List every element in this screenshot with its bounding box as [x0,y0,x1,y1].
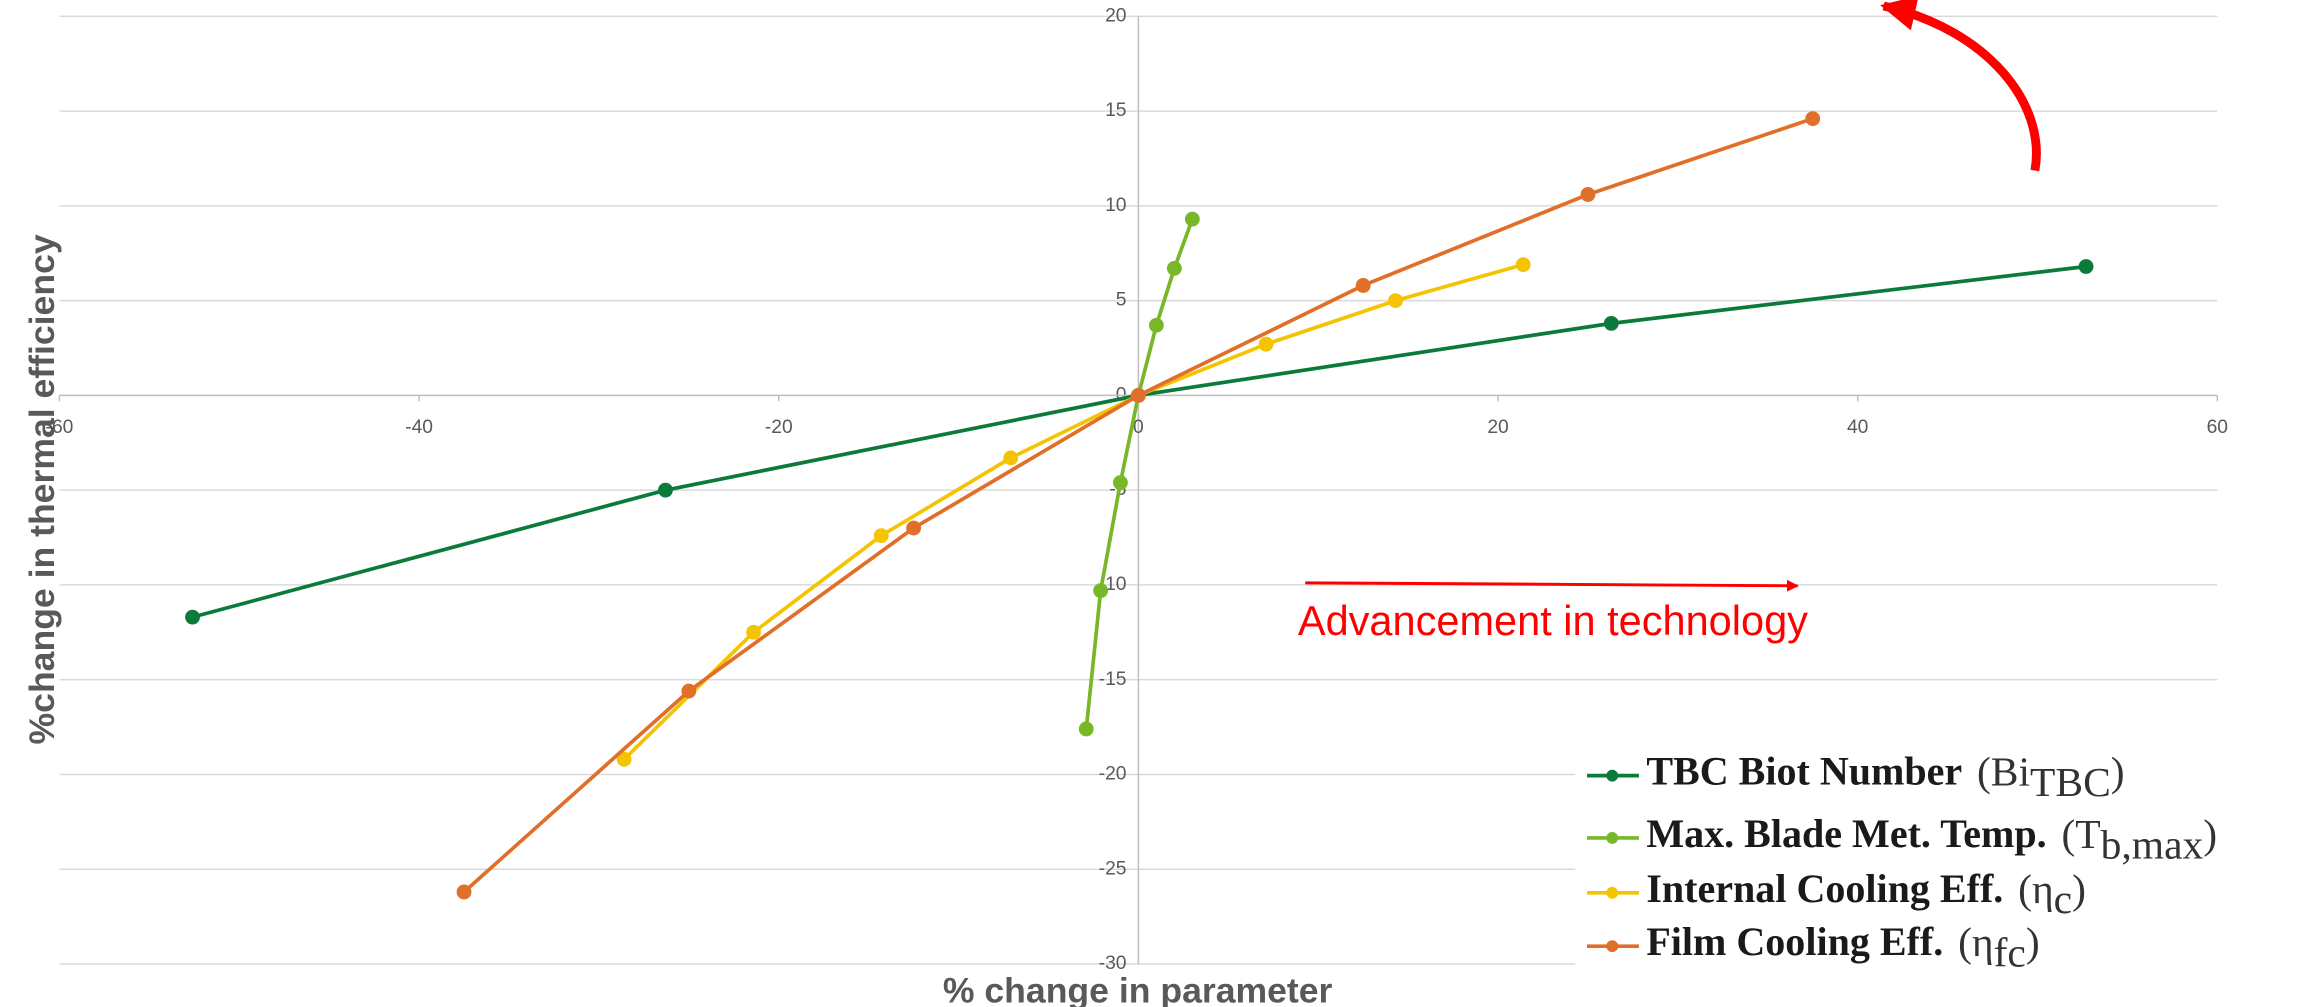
legend-marker [1606,940,1619,953]
legend-symbol: (η [1958,919,1994,966]
legend-symbol: ) [2111,748,2125,795]
series-line [192,264,2087,619]
x-tick-label: 60 [2207,417,2228,438]
data-point [1388,293,1403,309]
legend-symbol: ) [2203,810,2217,857]
x-tick-label: 0 [1133,417,1144,438]
legend-symbol: (T [2061,810,2100,857]
y-tick-label: 5 [1116,290,1127,311]
y-tick-label: -15 [1099,669,1127,690]
data-point [1805,111,1821,127]
data-point [1093,583,1109,599]
data-point [1130,387,1146,403]
y-tick-label: 10 [1105,195,1126,216]
data-point [2078,259,2094,274]
legend-name: Film Cooling Eff. [1646,919,1943,964]
legend-label: Internal Cooling Eff. (ηc) [1646,865,2086,921]
legend-marker [1606,886,1619,899]
data-point [1003,450,1019,466]
annotation-arrow [1305,579,1799,592]
plot [185,111,2094,900]
y-tick-label: -20 [1099,764,1127,785]
data-point [873,528,889,544]
data-point [906,520,922,536]
legend-symbol: c [2054,876,2072,922]
data-point [1166,260,1182,276]
legend-name: Max. Blade Met. Temp. [1646,811,2046,856]
x-tick-label: -40 [405,417,433,438]
series-line [1084,218,1195,730]
data-point [1258,336,1274,352]
legend-label: Film Cooling Eff. (ηfc) [1646,919,2039,975]
data-point [1580,187,1596,202]
x-tick-label: 20 [1487,417,1508,438]
data-point [1515,257,1531,273]
x-tick-label: -60 [46,417,74,438]
legend-symbol: (η [2018,865,2054,912]
legend-symbol: ) [2072,865,2086,912]
legend-name: TBC Biot Number [1646,749,1962,794]
data-point [681,683,697,699]
legend-background [1575,741,2302,994]
annotation: Advancement in technology [1298,597,1808,644]
data-point [1184,211,1200,227]
legend-label: Max. Blade Met. Temp. (Tb,max) [1646,810,2217,866]
data-point [616,751,632,767]
legend-symbol: fc [1994,929,2026,975]
data-point [185,609,200,625]
data-point [658,482,673,498]
legend-marker [1606,831,1619,844]
legend-symbol: TBC [2030,759,2111,805]
y-tick-label: -30 [1099,953,1127,974]
legend: TBC Biot Number (BiTBC)Max. Blade Met. Te… [1587,748,2217,975]
data-point [1078,721,1094,737]
y-tick-label: 20 [1105,5,1126,26]
legend-marker [1606,769,1619,782]
data-point [1148,317,1164,333]
legend-label: TBC Biot Number (BiTBC) [1646,748,2124,804]
data-point [1112,475,1128,490]
y-axis-label: %change in thermal efficiency [22,234,62,744]
data-point [746,624,761,640]
legend-symbol: ) [2026,919,2040,966]
x-tick-label: 40 [1847,417,1868,438]
series-line [622,262,1524,761]
x-axis-label: % change in parameter [943,971,1333,1007]
legend-symbol: b,max [2101,821,2204,867]
y-tick-label: -25 [1099,858,1127,879]
x-tick-label: -20 [765,417,793,438]
data-point [1355,278,1371,293]
legend-symbol: (Bi [1977,748,2030,795]
data-point [1603,315,1619,331]
curved-arrow [1880,0,2041,172]
y-tick-label: 15 [1105,100,1126,121]
data-point [456,884,472,900]
legend-name: Internal Cooling Eff. [1646,866,2003,911]
